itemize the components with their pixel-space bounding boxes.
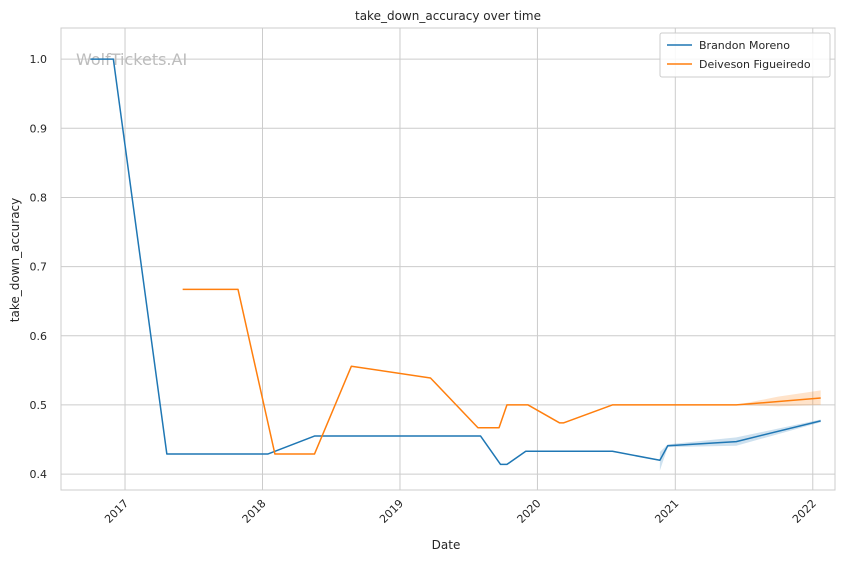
series-line <box>182 288 821 455</box>
x-tick-label: 2021 <box>652 497 681 526</box>
x-tick-label: 2018 <box>240 497 269 526</box>
y-tick-label: 0.7 <box>30 261 48 274</box>
plot-area: WolfTickets.AI <box>60 27 836 491</box>
confidence-band <box>659 419 821 471</box>
legend: Brandon Moreno Deiveson Figueiredo <box>659 32 831 78</box>
x-axis-label: Date <box>432 538 461 552</box>
y-tick-label: 0.5 <box>30 399 48 412</box>
legend-label: Deiveson Figueiredo <box>699 58 811 71</box>
plot-frame <box>60 27 836 491</box>
confidence-band <box>736 390 821 407</box>
legend-label: Brandon Moreno <box>699 39 790 52</box>
y-tick-label: 0.4 <box>30 468 48 481</box>
confidence-bands <box>659 390 821 471</box>
x-axis-ticks: 2017 2018 2019 2020 2021 2022 <box>102 497 819 526</box>
chart-title: take_down_accuracy over time <box>355 9 541 23</box>
x-tick-label: 2017 <box>102 497 131 526</box>
series-line <box>90 58 821 466</box>
y-axis-label: take_down_accuracy <box>8 198 22 322</box>
series-lines <box>90 58 821 466</box>
x-tick-label: 2022 <box>790 497 819 526</box>
y-tick-label: 0.6 <box>30 330 48 343</box>
grid <box>61 28 835 490</box>
y-tick-label: 1.0 <box>30 53 48 66</box>
watermark: WolfTickets.AI <box>76 50 187 69</box>
y-axis-ticks: 0.4 0.5 0.6 0.7 0.8 0.9 1.0 <box>30 53 48 481</box>
y-tick-label: 0.8 <box>30 191 48 204</box>
x-tick-label: 2019 <box>377 497 406 526</box>
y-tick-label: 0.9 <box>30 122 48 135</box>
legend-box <box>659 32 831 78</box>
x-tick-label: 2020 <box>515 497 544 526</box>
